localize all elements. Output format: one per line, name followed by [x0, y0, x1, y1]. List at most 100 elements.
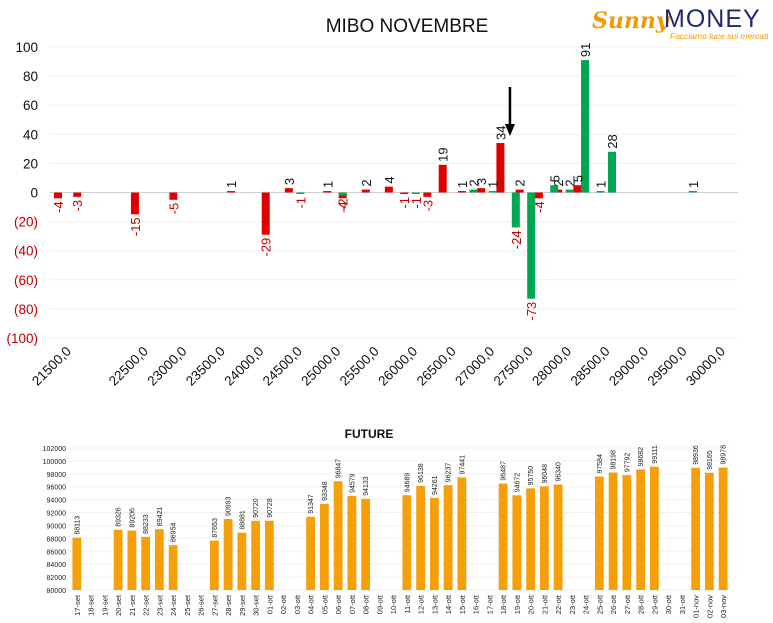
chart1-data-label: 1: [486, 181, 501, 188]
chart1-data-label: 19: [436, 147, 451, 161]
chart2-bar: [251, 520, 261, 590]
chart2-x-tick-label: 24-ott: [582, 594, 591, 614]
chart1-y-tick-label: 80: [23, 69, 38, 84]
chart2-data-label: 98165: [707, 450, 714, 470]
chart2-bar: [237, 532, 247, 590]
arrow-head: [504, 124, 515, 136]
chart1-x-tick-label: 24500,0: [260, 344, 305, 389]
chart2-data-label: 96487: [501, 461, 508, 481]
chart1-bar-green: [596, 191, 605, 193]
chart1-data-label: 1: [224, 181, 239, 188]
chart1-data-label: -2: [336, 198, 351, 210]
chart1-data-label: 1: [320, 181, 335, 188]
chart1-bar-red: [438, 164, 447, 193]
chart2-bar: [608, 472, 618, 590]
chart1-bar-red: [477, 188, 486, 193]
chart2-bar: [333, 481, 343, 590]
chart2-x-tick-label: 16-ott: [472, 594, 481, 614]
chart2-x-tick-label: 01-nov: [692, 595, 701, 618]
chart2-data-label: 98198: [611, 450, 618, 470]
chart2-bar: [402, 495, 412, 590]
chart2-data-label: 94133: [363, 476, 370, 496]
chart2-x-tick-label: 25-ott: [595, 594, 604, 614]
chart1-bar-green: [469, 189, 478, 193]
chart1-y-axis: 100 80 60 40 20 0 (20) (40) (60) (80) (100): [6, 40, 38, 346]
chart1-data-label: -73: [524, 302, 539, 321]
chart2-bar: [443, 485, 453, 590]
chart1-bar-red: [384, 186, 393, 193]
chart1-data-label: 5: [570, 175, 585, 182]
chart1-bar-green: [565, 189, 574, 193]
chart2-bar: [718, 467, 728, 590]
chart2-x-tick-label: 19-set: [100, 594, 109, 616]
chart2-bar: [127, 530, 137, 590]
chart1-bar-red: [54, 192, 62, 199]
chart1-x-tick-label: 23000,0: [144, 344, 189, 389]
chart2-bar: [553, 484, 563, 590]
chart2-y-axis: 102000 100000 98000 96000 94000 92000 90000 880…: [43, 446, 66, 595]
chart2-bar: [416, 485, 426, 590]
chart2-x-tick-label: 12-ott: [417, 594, 426, 614]
chart2-bar: [319, 503, 329, 590]
logo-sunny-text: Sunny: [592, 8, 669, 34]
chart2-x-tick-label: 18-ott: [499, 594, 508, 614]
chart2-y-tick-label: 88000: [47, 536, 67, 543]
chart2-y-tick-label: 102000: [43, 446, 66, 453]
chart1-y-tick-label: 40: [23, 127, 38, 142]
chart1-bar-red: [361, 189, 370, 193]
chart2-x-tick-label: 08-ott: [362, 594, 371, 614]
chart1-bar-red: [323, 191, 332, 193]
chart1-bar-green: [511, 192, 520, 228]
chart1-x-axis: 21500,0 22500,023000,023500,024000,024500…: [29, 344, 728, 389]
chart2-bar: [154, 529, 164, 590]
chart1-bar-green: [338, 192, 347, 196]
chart2-data-label: 94672: [514, 473, 521, 493]
chart2-bar: [113, 529, 123, 590]
chart2-data-label: 90728: [267, 498, 274, 518]
chart1-x-tick-label: 27500,0: [491, 344, 536, 389]
chart1-data-label: -3: [70, 200, 85, 212]
chart2-x-tick-label: 09-ott: [375, 594, 384, 614]
chart1-x-tick-label: 23500,0: [183, 344, 228, 389]
chart1-data-label: -24: [509, 230, 524, 249]
chart2-x-tick-label: 22-ott: [554, 594, 563, 614]
chart2-x-tick-label: 20-set: [114, 594, 123, 616]
chart2-bar: [264, 520, 274, 590]
brand-logo: Sunny MONEY Facciamo luce sui mercati: [592, 4, 770, 42]
chart1-data-label: 2: [551, 179, 566, 186]
chart1-data-label: 28: [605, 134, 620, 148]
chart2-bar: [457, 477, 467, 590]
chart2-data-label: 97792: [624, 453, 631, 473]
chart1-data-label: -4: [336, 201, 351, 213]
chart1-x-tick-label: 22500,0: [106, 344, 151, 389]
chart1-data-label: 91: [578, 43, 593, 57]
chart2-data-label: 98936: [693, 445, 700, 465]
chart1-bars: [54, 60, 697, 299]
chart1-data-label: 34: [493, 126, 508, 140]
chart1-bar-green: [550, 185, 559, 193]
chart2-x-tick-label: 21-ott: [540, 594, 549, 614]
chart2-x-tick-label: 03-nov: [719, 595, 728, 618]
chart2-y-tick-label: 82000: [47, 575, 67, 582]
chart2-bar: [209, 540, 219, 590]
chart1-x-tick-label: 29500,0: [645, 344, 690, 389]
chart1-y-tick-label: 0: [30, 186, 38, 201]
chart2-y-tick-label: 98000: [47, 472, 67, 479]
chart2-y-tick-label: 94000: [47, 498, 67, 505]
chart1-data-label: 3: [282, 178, 297, 185]
chart2-bar: [649, 466, 659, 590]
chart1-data-label: 2: [359, 179, 374, 186]
chart2-x-tick-label: 19-ott: [513, 594, 522, 614]
chart2-x-tick-label: 29-ott: [650, 594, 659, 614]
logo-money-text: MONEY: [664, 5, 761, 33]
chart2-x-tick-label: 24-set: [169, 594, 178, 616]
chart1-bar-red: [534, 192, 543, 199]
chart1-bar-red: [573, 185, 582, 193]
chart2-x-tick-label: 27-ott: [623, 594, 632, 614]
chart1-y-tick-label: (60): [14, 273, 38, 288]
chart2-bar: [347, 495, 357, 590]
chart1-bar-red: [515, 189, 524, 193]
chart2-x-tick-label: 18-set: [87, 594, 96, 616]
chart1-bar-green: [607, 151, 616, 193]
chart1-data-label: -15: [128, 217, 143, 236]
